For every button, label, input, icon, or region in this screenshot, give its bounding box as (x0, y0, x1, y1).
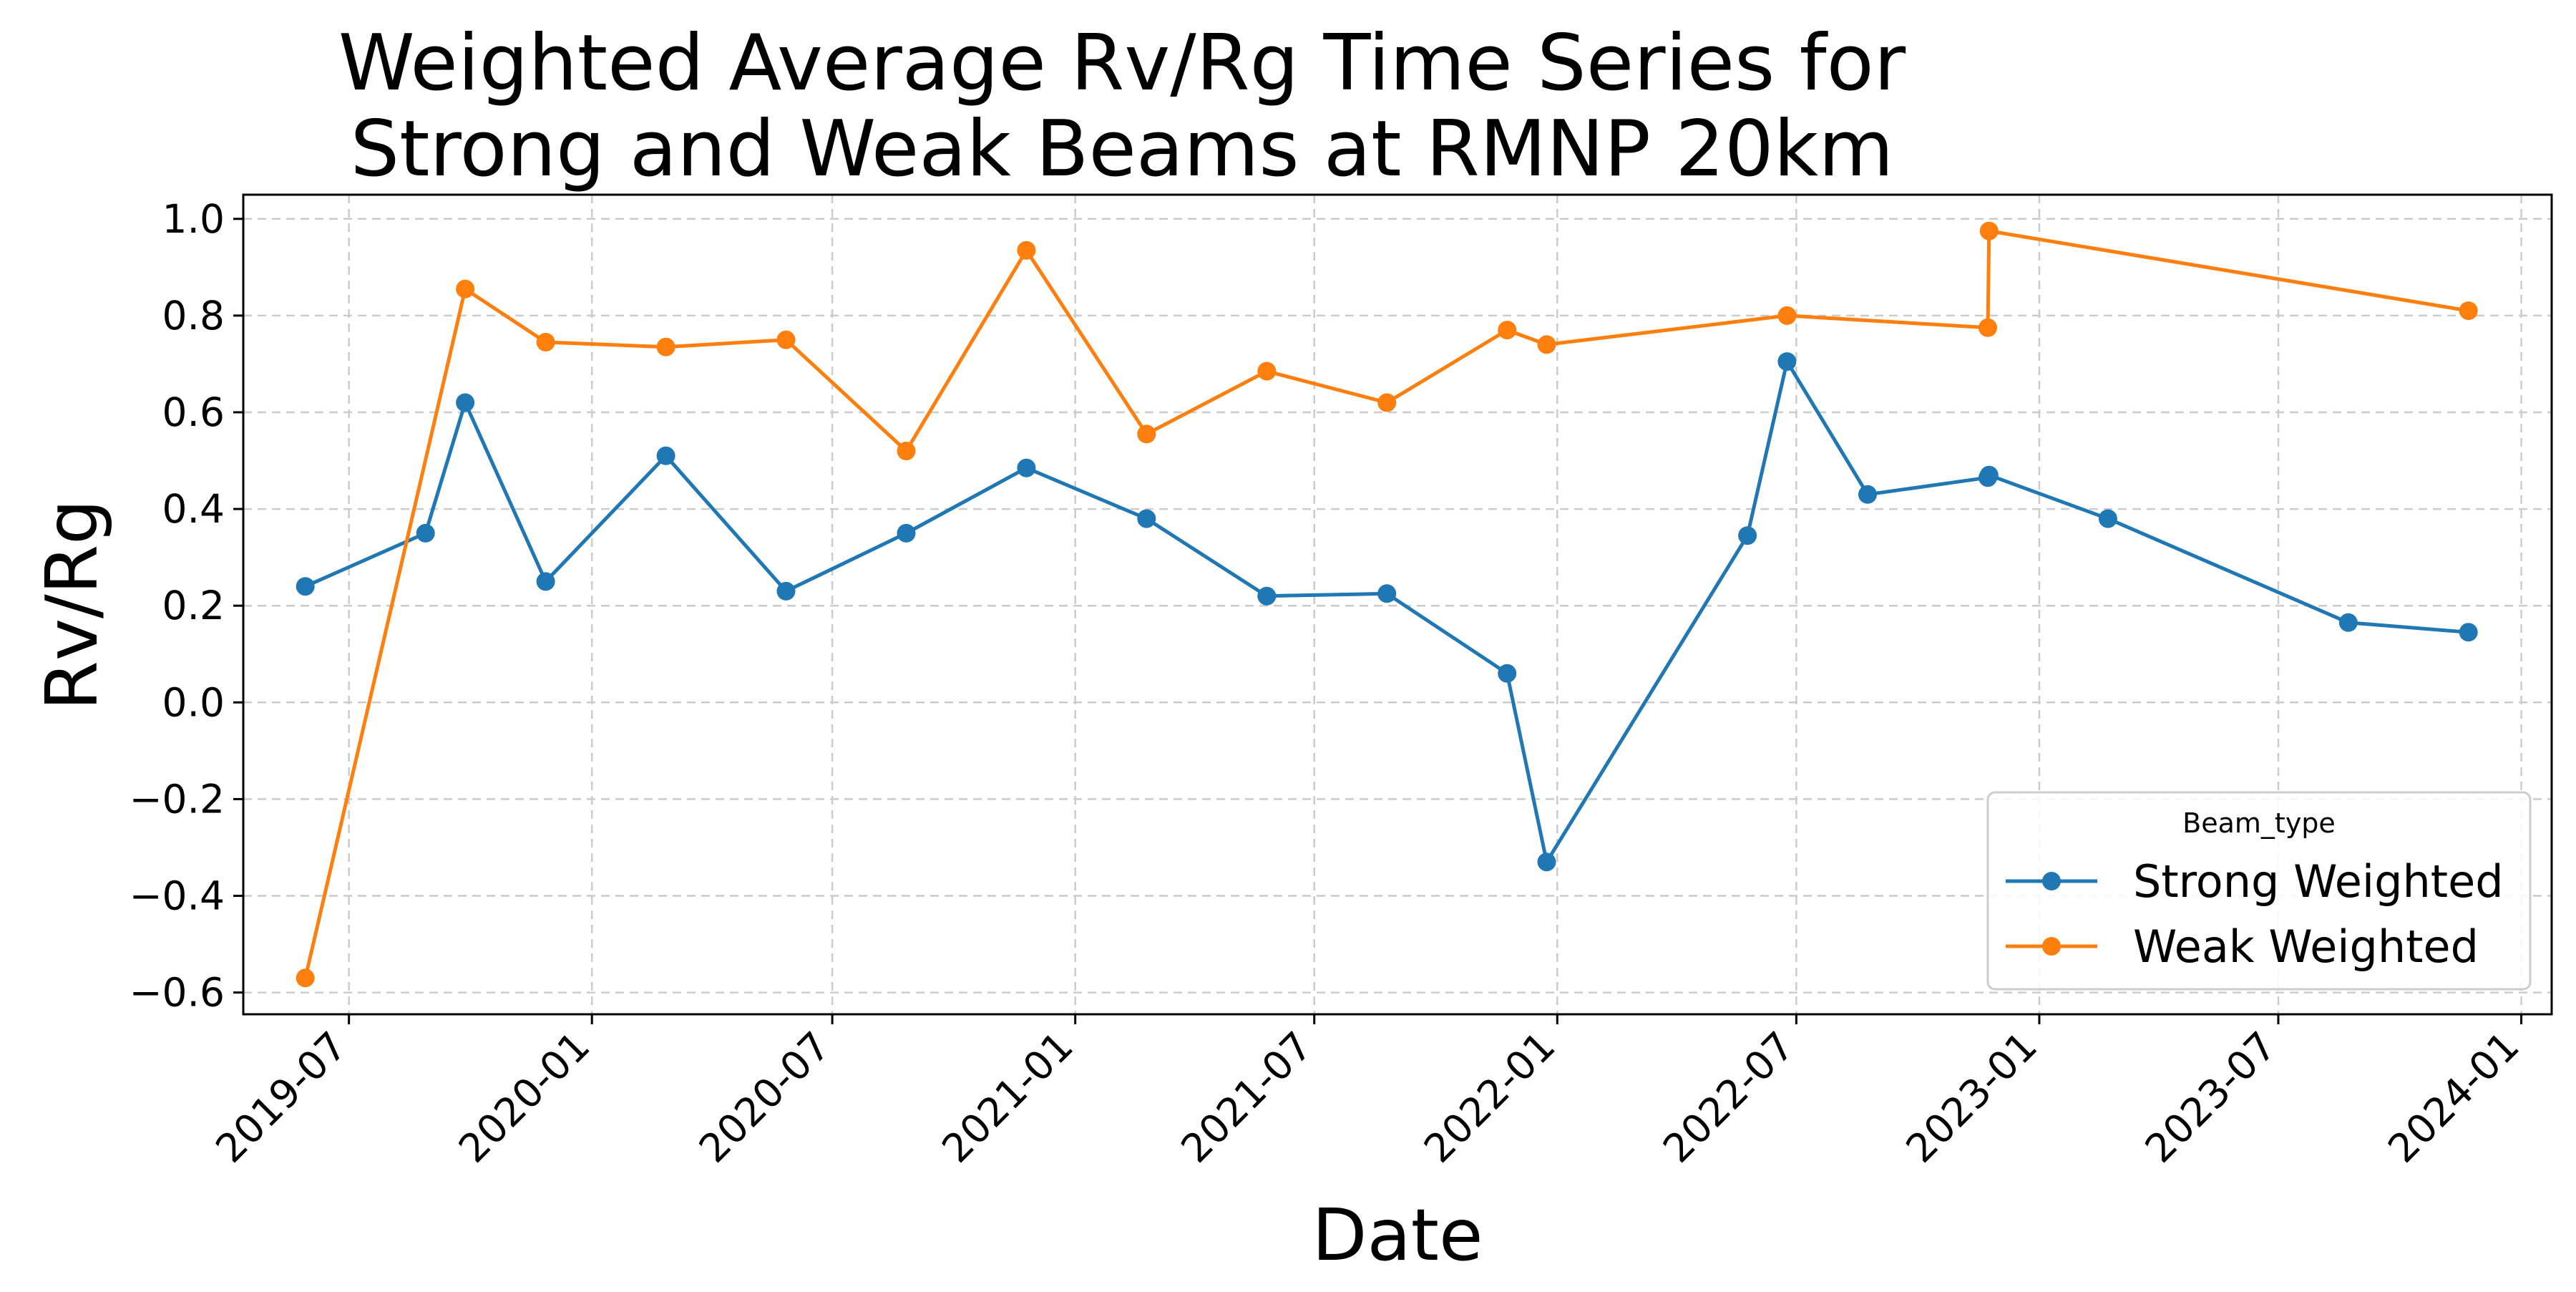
data-point (1777, 306, 1797, 325)
data-point (1017, 241, 1036, 260)
legend-marker-strong (2042, 872, 2061, 890)
data-point (1017, 458, 1036, 477)
data-point (1377, 393, 1397, 412)
data-point (456, 279, 475, 298)
series-strong (296, 352, 2478, 872)
data-point (296, 577, 315, 596)
data-point (416, 523, 435, 543)
data-point (1537, 853, 1556, 872)
x-axis-label: Date (1312, 1193, 1483, 1277)
y-tick-label: 1.0 (162, 196, 225, 242)
data-point (1498, 321, 1517, 340)
series-layer (296, 221, 2478, 988)
data-point (456, 393, 475, 412)
data-point (1738, 526, 1757, 545)
data-point (1137, 424, 1156, 444)
data-point (1537, 335, 1556, 354)
data-point (536, 333, 555, 351)
y-tick-label: 0.8 (162, 293, 225, 339)
data-point (1137, 509, 1156, 528)
data-point (1257, 361, 1277, 381)
legend-item-strong: Strong Weighted (2006, 855, 2504, 908)
data-point (897, 442, 916, 460)
y-tick-label: −0.6 (129, 970, 225, 1016)
data-point (1498, 664, 1517, 683)
data-point (2338, 613, 2358, 632)
data-point (1377, 584, 1397, 603)
y-axis: 1.0 0.8 0.6 0.4 0.2 0.0 −0.2 −0.4 −0.6 (129, 196, 243, 1016)
data-point (1858, 485, 1877, 504)
data-point (2459, 623, 2478, 642)
legend-box (1986, 791, 2532, 991)
data-point (656, 446, 675, 465)
y-tick-label: 0.4 (162, 486, 225, 532)
data-point (1777, 352, 1797, 371)
data-point (1257, 586, 1277, 606)
y-tick-label: −0.2 (129, 776, 225, 822)
data-point (2459, 301, 2478, 321)
data-point (1979, 318, 1997, 337)
data-point (776, 581, 796, 601)
y-tick-label: 0.0 (162, 679, 225, 725)
chart-title-line-2: Strong and Weak Beams at RMNP 20km (351, 105, 1894, 194)
series-line (303, 229, 2469, 978)
data-point (296, 968, 315, 988)
data-point (536, 572, 555, 591)
plot-frame (242, 193, 2553, 1016)
series-weak (296, 221, 2478, 988)
data-point (1979, 221, 1999, 241)
legend-label-strong: Strong Weighted (2133, 855, 2504, 908)
legend-label-weak: Weak Weighted (2133, 921, 2479, 973)
y-tick-label: −0.4 (129, 873, 225, 918)
data-point (897, 523, 916, 543)
data-point (1979, 465, 1999, 485)
chart-title-line-1: Weighted Average Rv/Rg Time Series for (338, 19, 1906, 108)
legend-title: Beam_type (2182, 807, 2336, 839)
y-tick-label: 0.2 (162, 583, 225, 628)
legend-item-weak: Weak Weighted (2006, 921, 2479, 973)
data-point (776, 330, 796, 349)
y-axis-label: Rv/Rg (30, 499, 114, 710)
legend: Beam_type Strong Weighted Weak Weighted (1986, 791, 2532, 991)
y-tick-label: 0.6 (162, 389, 225, 435)
data-point (656, 337, 675, 356)
legend-marker-weak (2042, 937, 2061, 956)
data-point (2098, 509, 2117, 528)
